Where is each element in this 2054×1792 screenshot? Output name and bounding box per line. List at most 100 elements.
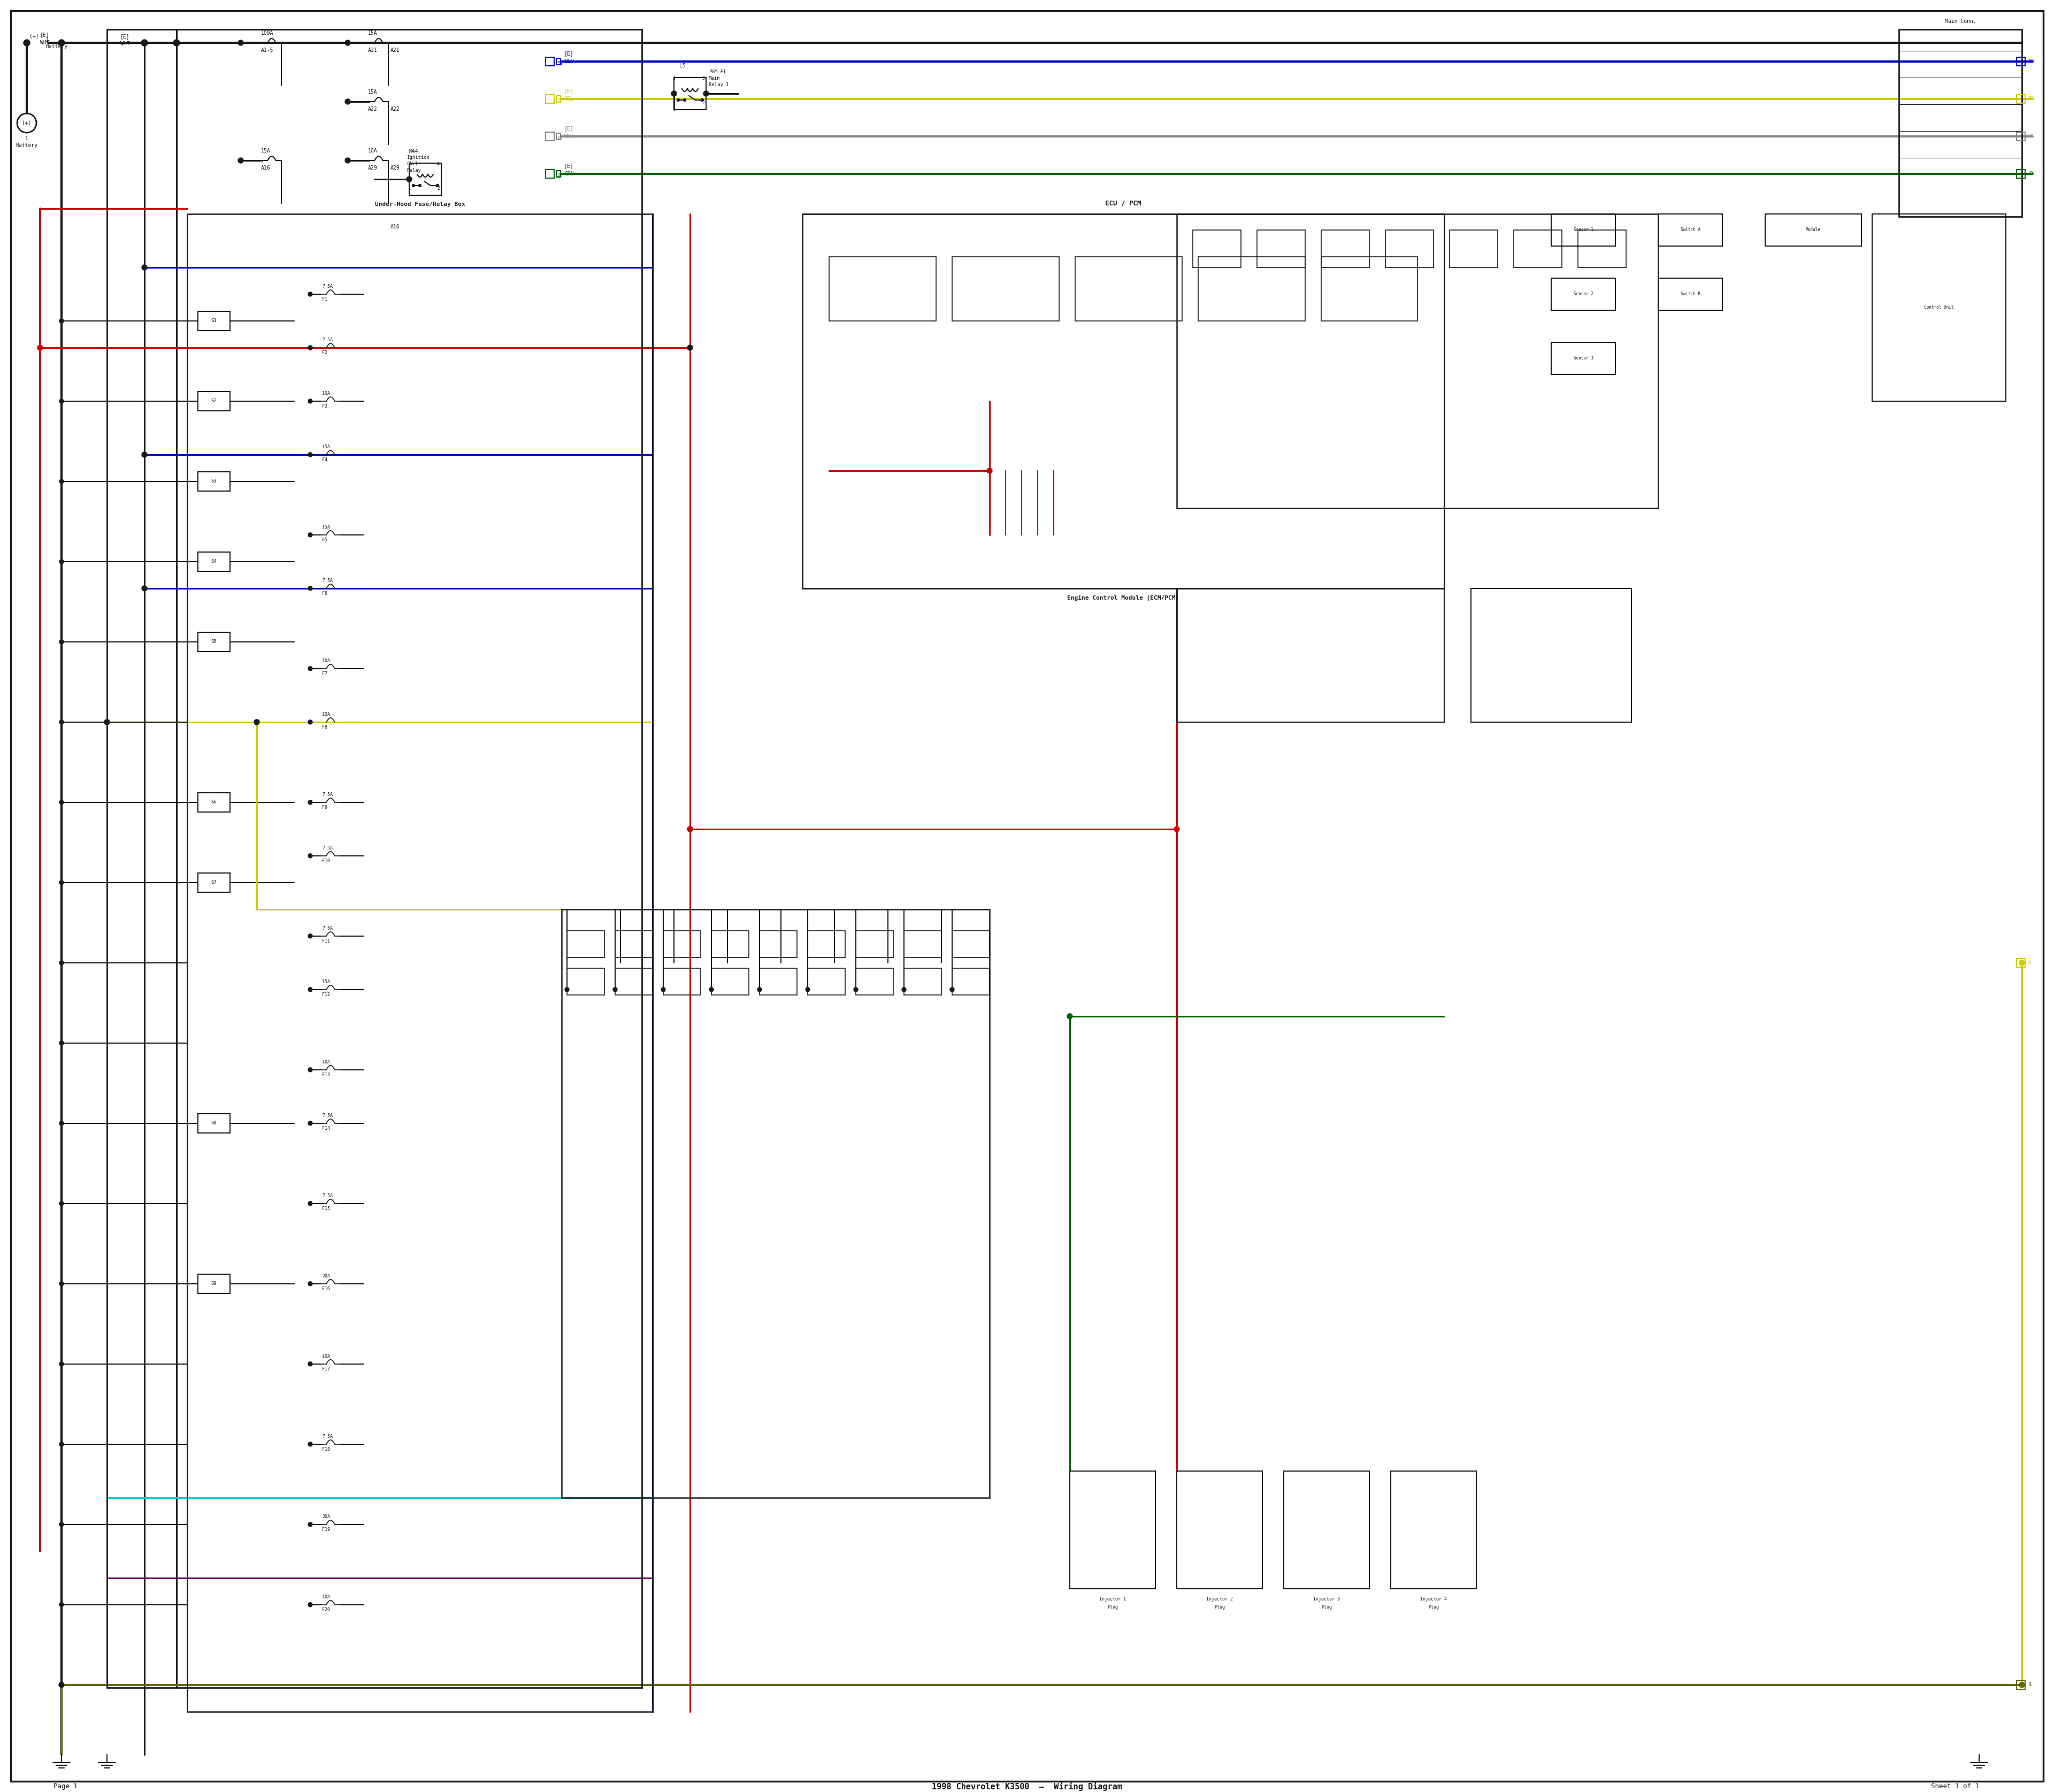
Bar <box>2017 95 2025 104</box>
Bar <box>2017 57 2025 66</box>
Text: 1: 1 <box>45 38 49 43</box>
Circle shape <box>60 1521 64 1527</box>
Text: S2: S2 <box>212 400 218 403</box>
Circle shape <box>60 400 64 403</box>
Bar <box>674 77 707 109</box>
Bar <box>1577 229 1627 267</box>
Circle shape <box>23 39 31 47</box>
Text: 7.5A: 7.5A <box>322 285 333 289</box>
Circle shape <box>308 987 312 991</box>
Circle shape <box>60 1281 64 1287</box>
Text: A1-5: A1-5 <box>261 48 273 54</box>
Text: F9: F9 <box>322 805 327 810</box>
Text: Plug: Plug <box>1214 1606 1224 1609</box>
Text: [E]: [E] <box>565 125 573 131</box>
Text: 15A: 15A <box>368 30 378 36</box>
Text: 2: 2 <box>702 100 705 106</box>
Text: S8: S8 <box>212 1120 218 1125</box>
Bar <box>904 968 941 995</box>
Text: 3: 3 <box>702 77 705 81</box>
Bar <box>546 133 555 142</box>
Circle shape <box>805 987 809 991</box>
Text: B: B <box>2027 1683 2031 1688</box>
Circle shape <box>308 853 312 858</box>
Text: 4: 4 <box>674 77 676 81</box>
Text: A22: A22 <box>390 106 401 111</box>
Text: 10A: 10A <box>322 1059 331 1064</box>
Circle shape <box>60 801 64 805</box>
Bar <box>107 29 641 1688</box>
Text: F13: F13 <box>322 1073 331 1077</box>
Text: F4: F4 <box>322 457 327 462</box>
Text: (+): (+) <box>29 34 39 39</box>
Text: 7.5A: 7.5A <box>322 926 333 932</box>
Bar <box>1471 588 1631 722</box>
Circle shape <box>435 185 440 186</box>
Bar <box>1871 213 2007 401</box>
Text: 7.5A: 7.5A <box>322 1434 333 1439</box>
Circle shape <box>142 586 148 591</box>
Text: 15A: 15A <box>368 90 378 95</box>
Text: 7.5A: 7.5A <box>322 1113 333 1118</box>
Text: [E]: [E] <box>565 50 573 56</box>
Circle shape <box>308 1521 312 1527</box>
Text: F18: F18 <box>322 1448 331 1452</box>
Text: F2: F2 <box>322 351 327 355</box>
Bar <box>561 909 990 1498</box>
Bar <box>557 170 561 177</box>
Circle shape <box>413 185 415 186</box>
Circle shape <box>2019 1683 2025 1688</box>
Text: Plug: Plug <box>1321 1606 1331 1609</box>
Text: Module: Module <box>1805 228 1820 233</box>
Text: Injector 2: Injector 2 <box>1206 1597 1232 1602</box>
Bar <box>546 57 555 66</box>
Text: Injector 4: Injector 4 <box>1419 1597 1446 1602</box>
Circle shape <box>308 934 312 939</box>
Text: Switch B: Switch B <box>1680 292 1701 297</box>
Bar <box>557 59 561 65</box>
Circle shape <box>60 319 64 323</box>
Bar <box>197 552 230 572</box>
Text: A22: A22 <box>368 106 378 111</box>
Circle shape <box>238 158 242 163</box>
Text: Relay: Relay <box>407 168 421 174</box>
Bar <box>557 95 561 102</box>
Text: Plug: Plug <box>1107 1606 1117 1609</box>
Circle shape <box>142 452 148 457</box>
Bar <box>409 163 442 195</box>
Bar <box>567 930 604 957</box>
Text: F19: F19 <box>322 1527 331 1532</box>
Text: A16: A16 <box>390 224 401 229</box>
Bar <box>857 930 893 957</box>
Circle shape <box>142 265 148 271</box>
Text: 59: 59 <box>2027 97 2033 102</box>
Circle shape <box>419 185 421 186</box>
Text: [E]: [E] <box>41 32 49 38</box>
Text: ECU / PCM: ECU / PCM <box>1105 199 1142 206</box>
Text: 68: 68 <box>557 136 563 142</box>
Bar <box>803 213 1444 588</box>
Bar <box>1384 229 1434 267</box>
Bar <box>1177 1471 1263 1588</box>
Circle shape <box>758 987 762 991</box>
Text: 10A: 10A <box>322 391 331 396</box>
Bar <box>1321 256 1417 321</box>
Text: F6: F6 <box>322 591 327 597</box>
Text: 20A: 20A <box>322 1514 331 1520</box>
Bar <box>1658 278 1723 310</box>
Text: 7.5A: 7.5A <box>322 792 333 797</box>
Bar <box>1551 278 1614 310</box>
Circle shape <box>308 400 312 403</box>
Text: Sheet 1 of 1: Sheet 1 of 1 <box>1931 1783 1980 1790</box>
Bar <box>557 133 561 140</box>
Text: 1: 1 <box>409 186 411 192</box>
Circle shape <box>345 99 351 104</box>
Circle shape <box>60 1201 64 1206</box>
Circle shape <box>345 39 351 45</box>
Text: Switch A: Switch A <box>1680 228 1701 233</box>
Circle shape <box>308 1362 312 1366</box>
Bar <box>197 1274 230 1294</box>
Text: 1: 1 <box>25 136 29 142</box>
Text: 42: 42 <box>2027 172 2033 176</box>
Text: S7: S7 <box>212 880 218 885</box>
